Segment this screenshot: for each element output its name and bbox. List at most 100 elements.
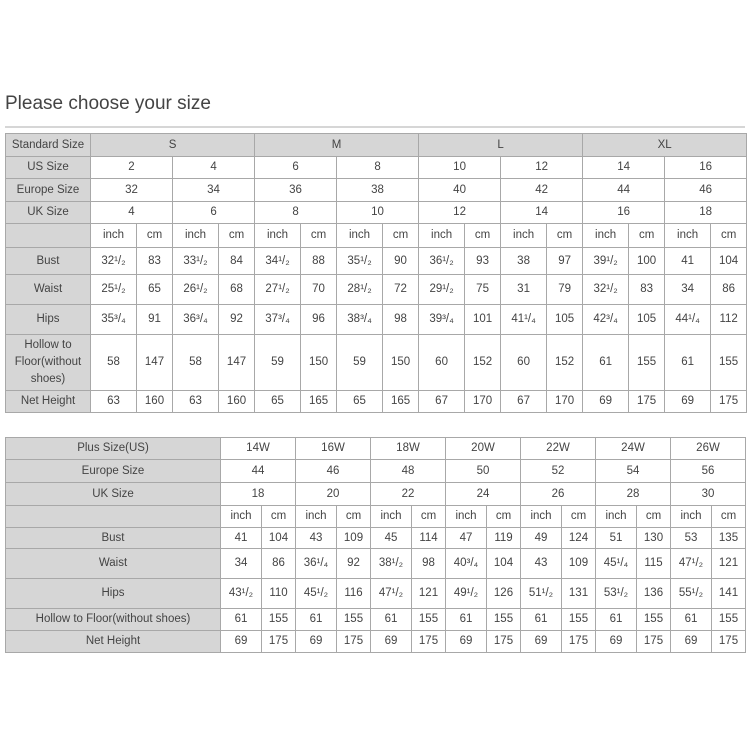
measure-cell: 175	[561, 630, 596, 653]
size-cell: 32	[90, 178, 173, 202]
measure-cell: 39¹/₂	[582, 247, 630, 275]
measure-cell: 36¹/₄	[295, 548, 337, 579]
divider	[5, 126, 745, 128]
measure-cell: 88	[300, 247, 338, 275]
measure-cell: 69	[520, 630, 562, 653]
table-row: Net Height 69 175 69 175 69 175 69 175 69 175 69 175…	[5, 630, 746, 653]
measure-cell: 152	[464, 334, 502, 391]
size-cell: 10	[336, 201, 420, 224]
unit-cell: cm	[336, 505, 371, 528]
measure-cell: 104	[261, 527, 296, 549]
measure-cell: 175	[711, 630, 746, 653]
table-row: Waist 25¹/₂ 65 26¹/₂ 68 27¹/₂ 70 28¹/₂ 72 29¹/₂ 75…	[5, 274, 748, 305]
measure-cell: 38¹/₂	[370, 548, 412, 579]
measure-cell: 121	[711, 548, 746, 579]
size-cell: 48	[370, 459, 446, 483]
measure-cell: 170	[464, 390, 502, 413]
measure-cell: 175	[486, 630, 521, 653]
measure-cell: 25¹/₂	[90, 274, 137, 305]
measure-cell: 79	[546, 274, 584, 305]
measure-cell: 165	[300, 390, 338, 413]
measure-cell: 34¹/₂	[254, 247, 302, 275]
measure-cell: 45	[370, 527, 412, 549]
unit-cell: cm	[217, 223, 256, 248]
measure-cell: 63	[172, 390, 219, 413]
measure-cell: 69	[664, 390, 712, 413]
unit-cell: inch	[664, 223, 712, 248]
measure-cell: 55¹/₂	[670, 578, 712, 609]
size-cell: 6	[171, 201, 256, 224]
size-cell: 6	[254, 156, 338, 179]
size-cell: 18W	[370, 437, 446, 460]
size-cell: 24W	[595, 437, 671, 460]
row-label	[5, 505, 221, 528]
measure-cell: 65	[136, 274, 173, 305]
size-cell: 18	[664, 201, 748, 224]
row-label: Plus Size(US)	[5, 437, 221, 460]
measure-cell: 131	[561, 578, 596, 609]
measure-cell: 43¹/₂	[220, 578, 262, 609]
measure-cell: 69	[370, 630, 412, 653]
measure-cell: 41¹/₄	[500, 304, 548, 335]
measure-cell: 39³/₄	[418, 304, 466, 335]
measure-cell: 97	[546, 247, 584, 275]
measure-cell: 86	[710, 274, 748, 305]
measure-cell: 40³/₄	[445, 548, 487, 579]
measure-cell: 150	[300, 334, 338, 391]
row-label: Bust	[5, 527, 221, 549]
measure-cell: 69	[295, 630, 337, 653]
measure-cell: 51	[595, 527, 637, 549]
measure-cell: 114	[411, 527, 446, 549]
measure-cell: 59	[336, 334, 384, 391]
size-cell: 50	[445, 459, 521, 483]
measure-cell: 42³/₄	[582, 304, 630, 335]
unit-cell: cm	[382, 223, 420, 248]
unit-cell: inch	[254, 223, 302, 248]
row-label: Bust	[5, 247, 91, 275]
table-row: UK Size 4 6 8 10 12 14 16 18	[5, 201, 748, 224]
row-label: Hips	[5, 578, 221, 609]
measure-cell: 152	[546, 334, 584, 391]
size-cell: 12	[418, 201, 502, 224]
measure-cell: 44¹/₄	[664, 304, 712, 335]
size-cell: 16	[582, 201, 666, 224]
size-cell: 26	[520, 482, 596, 506]
measure-cell: 92	[336, 548, 371, 579]
unit-cell: cm	[636, 505, 671, 528]
size-cell: 14W	[220, 437, 296, 460]
measure-cell: 155	[336, 608, 371, 631]
unit-row: inch cm inch cm inch cm inch cm inch cm inch cm inch…	[5, 223, 748, 248]
unit-cell: inch	[500, 223, 548, 248]
measure-cell: 83	[136, 247, 173, 275]
measure-cell: 61	[595, 608, 637, 631]
size-cell: 46	[295, 459, 371, 483]
measure-cell: 105	[628, 304, 666, 335]
measure-cell: 41	[664, 247, 712, 275]
unit-cell: cm	[464, 223, 502, 248]
measure-cell: 61	[220, 608, 262, 631]
measure-cell: 98	[382, 304, 420, 335]
size-cell: 34	[171, 178, 256, 202]
size-cell: 20W	[445, 437, 521, 460]
unit-cell: inch	[445, 505, 487, 528]
measure-cell: 175	[636, 630, 671, 653]
table-row: Hollow to Floor(without shoes) 58 147 58 147…	[5, 334, 748, 391]
measure-cell: 65	[254, 390, 302, 413]
measure-cell: 175	[710, 390, 748, 413]
measure-cell: 47¹/₂	[370, 578, 412, 609]
size-cell: 16	[664, 156, 748, 179]
table-row: Hips 35³/₄ 91 36³/₄ 92 37³/₄ 96 38³/₄ 98 39³/₄ 101…	[5, 304, 748, 335]
measure-cell: 155	[636, 608, 671, 631]
row-label: Europe Size	[5, 459, 221, 483]
size-cell: 38	[336, 178, 420, 202]
measure-cell: 45¹/₄	[595, 548, 637, 579]
measure-cell: 175	[411, 630, 446, 653]
size-cell: 18	[220, 482, 296, 506]
measure-cell: 31	[500, 274, 548, 305]
measure-cell: 175	[628, 390, 666, 413]
standard-size-table: Standard Size S M L XL US Size 2 4 6 8 10 12 14 16 Eur…	[5, 133, 748, 413]
measure-cell: 147	[136, 334, 173, 391]
measure-cell: 38³/₄	[336, 304, 384, 335]
measure-cell: 34	[664, 274, 712, 305]
size-cell: 14	[582, 156, 666, 179]
